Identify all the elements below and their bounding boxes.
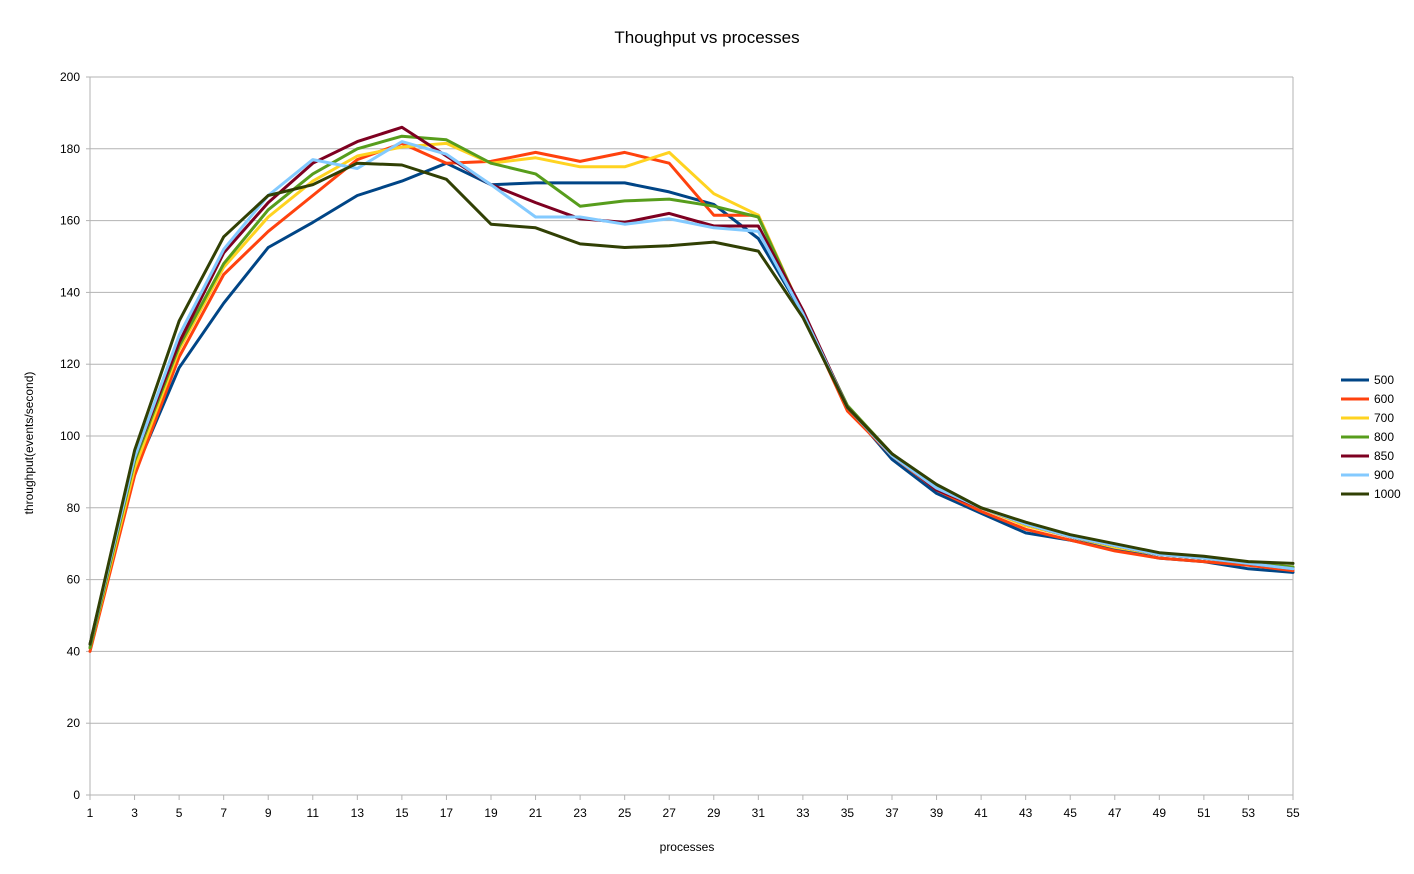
x-tick-label: 21 [529,806,543,820]
legend-label-800: 800 [1374,430,1394,444]
x-axis-title: processes [660,840,715,854]
x-tick-label: 37 [885,806,899,820]
x-tick-label: 31 [752,806,766,820]
x-tick-label: 1 [87,806,94,820]
x-tick-label: 3 [131,806,138,820]
x-tick-label: 7 [220,806,227,820]
series-line-1000 [88,161,1295,646]
legend-label-700: 700 [1374,411,1394,425]
legend-label-900: 900 [1374,468,1394,482]
series-line-600 [88,141,1295,653]
x-tick-label: 27 [663,806,677,820]
x-tick-label: 11 [307,806,320,820]
x-tick-label: 39 [930,806,944,820]
x-tick-label: 15 [395,806,409,820]
x-tick-label: 29 [707,806,721,820]
y-tick-label: 120 [60,357,80,371]
y-tick-label: 80 [67,501,81,515]
x-tick-label: 55 [1286,806,1300,820]
x-tick-label: 51 [1197,806,1211,820]
x-tick-label: 33 [796,806,810,820]
x-tick-label: 19 [484,806,498,820]
x-tick-label: 41 [974,806,988,820]
x-tick-label: 23 [573,806,587,820]
x-tick-label: 47 [1108,806,1122,820]
x-tick-label: 53 [1242,806,1256,820]
x-tick-label: 43 [1019,806,1033,820]
series-line-800 [88,134,1295,650]
y-tick-label: 100 [60,429,80,443]
y-tick-label: 180 [60,142,80,156]
chart-title: Thoughput vs processes [614,28,799,47]
y-tick-label: 140 [60,285,80,299]
x-tick-label: 5 [176,806,183,820]
y-tick-label: 160 [60,214,80,228]
y-tick-label: 40 [67,644,81,658]
y-tick-label: 20 [67,716,81,730]
x-tick-label: 25 [618,806,632,820]
y-axis-title: throughput(events/second) [22,372,36,515]
x-tick-label: 17 [440,806,454,820]
y-tick-label: 0 [73,788,80,802]
series-line-900 [88,140,1295,646]
legend-label-500: 500 [1374,373,1394,387]
y-tick-label: 200 [60,70,80,84]
series-line-500 [88,161,1295,650]
gridlines [90,76,1293,796]
legend-label-850: 850 [1374,449,1394,463]
series-lines [88,125,1295,653]
y-tick-label: 60 [67,573,81,587]
x-tick-label: 13 [351,806,365,820]
x-tick-label: 49 [1153,806,1167,820]
x-tick-label: 45 [1064,806,1078,820]
x-tick-label: 35 [841,806,855,820]
legend-label-1000: 1000 [1374,487,1401,501]
series-line-850 [88,125,1295,646]
legend-label-600: 600 [1374,392,1394,406]
legend: 500 600 700 800 850 900 1000 [1341,373,1401,501]
x-tick-label: 9 [265,806,272,820]
